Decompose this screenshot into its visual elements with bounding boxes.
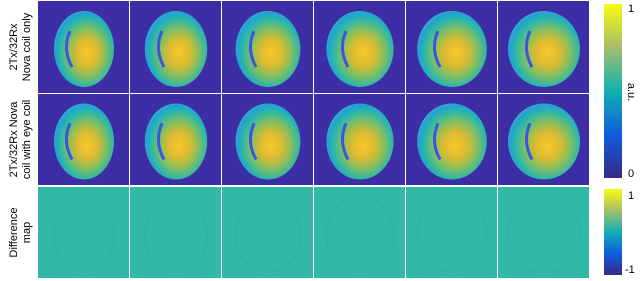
row-label: coil with eye coil <box>21 100 33 179</box>
head-map <box>54 103 114 180</box>
ventricle <box>525 30 534 68</box>
difference-outline <box>325 196 395 273</box>
ventricle <box>433 122 442 161</box>
image-tile <box>222 187 313 278</box>
ventricle <box>341 122 350 161</box>
row-label: 2Tx/32Rx <box>8 23 20 71</box>
head-map <box>508 11 580 87</box>
colorbar-label: 0 <box>628 168 634 180</box>
difference-outline <box>235 196 301 273</box>
row-label: Nova coil only <box>21 12 33 81</box>
ventricle <box>157 122 166 161</box>
image-tile <box>406 187 497 278</box>
colorbar <box>604 4 622 178</box>
head-map <box>508 103 580 180</box>
ventricle <box>525 122 534 161</box>
ventricle <box>157 30 166 68</box>
ventricle <box>433 30 442 68</box>
head-map <box>235 11 301 87</box>
difference-outline <box>416 196 488 273</box>
head-map <box>326 103 394 180</box>
ventricle <box>249 122 258 161</box>
colorbar-unit: a.u. <box>625 83 637 101</box>
image-tile <box>38 187 129 278</box>
colorbar-label: -1 <box>625 264 635 276</box>
row-label: 2Tx/32Rx Nova <box>8 101 20 178</box>
difference-outline <box>53 196 115 273</box>
head-map <box>235 103 301 180</box>
head-map <box>417 11 487 87</box>
image-tile <box>498 187 589 278</box>
head-map <box>144 11 208 87</box>
row-label: map <box>21 222 33 243</box>
head-map <box>144 103 208 180</box>
image-tile <box>314 187 405 278</box>
ventricle <box>65 30 74 68</box>
head-map <box>326 11 394 87</box>
ventricle <box>249 30 258 68</box>
colorbar-label: 1 <box>628 190 634 202</box>
colorbar-label: 1 <box>628 3 634 15</box>
head-map <box>54 11 114 87</box>
ventricle <box>65 122 74 161</box>
colorbar <box>604 189 622 275</box>
row-label: Difference <box>8 208 20 258</box>
head-map <box>417 103 487 180</box>
difference-outline <box>144 196 208 273</box>
ventricle <box>341 30 350 68</box>
difference-outline <box>507 196 581 273</box>
